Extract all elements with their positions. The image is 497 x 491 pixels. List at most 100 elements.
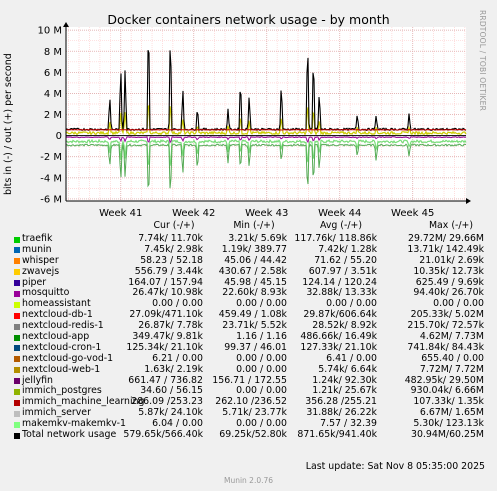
legend-max-value: 6.67M/ 1.65M [419, 407, 484, 419]
legend-min-value: 0.00 / 0.00 [236, 385, 287, 397]
legend-row: mosquitto 26.47k/ 10.98k 22.60k/ 8.93k 32.8… [14, 288, 490, 299]
legend-series-name: immich_server [22, 407, 91, 419]
legend-header-avg: Avg (-/+) [319, 220, 363, 231]
legend-row: nextcloud-db-1 27.09k/471.10k 459.49 / 1.0… [14, 309, 490, 321]
legend-min-value: 5.71k/ 23.77k [222, 407, 287, 419]
legend-min-value: 69.25k/52.80k [219, 429, 287, 441]
x-axis-arrow [466, 198, 471, 204]
legend-swatch [14, 247, 20, 254]
legend-series-name: immich_machine_learning [22, 396, 145, 408]
legend-cur-value: 7.74k/ 11.70k [138, 233, 203, 244]
legend-series-name: nextcloud-db-1 [22, 309, 93, 321]
legend-avg-value: 71.62 / 55.20 [314, 254, 377, 266]
y-axis-arrow [63, 22, 69, 27]
chart-title: Docker containers network usage - by mon… [107, 12, 390, 27]
legend-swatch [14, 432, 20, 439]
legend-min-value: 262.10 /236.52 [215, 396, 287, 408]
legend-swatch [14, 280, 20, 287]
legend-min-value: 0.00 / 0.00 [236, 418, 287, 430]
legend-max-value: 4.62M/ 7.73M [419, 331, 484, 343]
legend-swatch [14, 345, 20, 352]
legend-swatch [14, 301, 20, 308]
legend-cur-value: 1.63k/ 2.19k [144, 363, 203, 375]
legend-row: nextcloud-app 349.47k/ 9.81k 1.16 / 1.16 48… [14, 331, 490, 343]
legend-row: traefik 7.74k/ 11.70k 3.21k/ 5.69k 117.76k/… [14, 233, 490, 245]
network-usage-chart: 10 M 8 M 6 M 4 M 2 M 0 -2 M -4 M -6 M Week 41 Week… [37, 22, 471, 219]
series-makemkv-in-line [65, 138, 467, 166]
legend-swatch [14, 421, 20, 428]
legend-swatch [14, 258, 20, 265]
legend-cur-value: 579.65k/566.40k [123, 429, 203, 441]
legend-avg-value: 6.41 / 0.00 [326, 352, 377, 364]
legend-min-value: 156.71 / 172.55 [212, 374, 287, 386]
y-tick-label: -2 M [40, 152, 62, 163]
legend-max-value: 10.35k/ 12.73k [413, 265, 484, 277]
legend-max-value: 655.40 / 0.00 [421, 352, 484, 364]
legend-series-name: piper [22, 276, 47, 288]
legend-max-value: 21.01k/ 2.69k [419, 254, 484, 266]
legend-row: nextcloud-redis-1 26.87k/ 7.78k 23.71k/ 5.… [14, 320, 490, 332]
legend-min-value: 0.00 / 0.00 [236, 363, 287, 375]
legend-min-value: 0.00 / 0.00 [236, 298, 287, 310]
legend-max-value: 930.04k/ 6.66M [410, 385, 484, 397]
legend-series-name: nextcloud-go-vod-1 [22, 352, 114, 364]
legend-cur-value: 349.47k/ 9.81k [132, 331, 203, 343]
legend-min-value: 1.16 / 1.16 [236, 331, 287, 343]
legend-row: munin 7.45k/ 2.98k 1.19k/ 389.77 7.42k/ 1.2… [14, 243, 490, 256]
legend-series-name: jellyfin [22, 374, 53, 386]
legend-cur-value: 125.34k/ 21.10k [126, 341, 203, 353]
legend-series-name: nextcloud-app [22, 331, 90, 343]
legend-cur-value: 58.23 / 52.18 [140, 254, 203, 266]
legend-max-value: 0.00 / 0.00 [433, 298, 484, 310]
legend-avg-value: 871.65k/941.40k [297, 429, 377, 441]
legend-cur-value: 26.47k/ 10.98k [132, 287, 203, 299]
y-tick-label: 8 M [44, 47, 62, 58]
legend-cur-value: 6.21 / 0.00 [152, 352, 203, 364]
legend-avg-value: 7.42k/ 1.28k [318, 243, 377, 255]
legend-max-value: 741.84k/ 84.43k [407, 341, 484, 353]
legend-swatch [14, 388, 20, 395]
legend-swatch [14, 378, 20, 385]
plot-area [66, 27, 466, 201]
legend-swatch [14, 312, 20, 319]
legend-avg-value: 5.74k/ 6.64k [318, 363, 377, 375]
legend-avg-value: 28.52k/ 8.92k [312, 320, 377, 332]
legend-row: jellyfin 661.47 / 736.82 156.71 / 172.55 1.… [14, 374, 490, 387]
legend-max-value: 7.72M/ 7.72M [419, 363, 484, 375]
y-tick-label: 10 M [37, 26, 62, 37]
legend-max-value: 29.72M/ 29.66M [408, 233, 484, 244]
legend-max-value: 482.95k/ 29.50M [404, 374, 484, 386]
legend-row: immich_server 5.87k/ 24.10k 5.71k/ 23.77k 3… [14, 407, 490, 419]
legend-max-value: 5.30k/ 123.13k [413, 418, 484, 430]
legend-cur-value: 5.87k/ 24.10k [138, 407, 203, 419]
legend-cur-value: 27.09k/471.10k [129, 309, 203, 321]
legend-row: nextcloud-web-1 1.63k/ 2.19k 0.00 / 0.00 5.… [14, 363, 490, 376]
legend-header-cur: Cur (-/+) [153, 220, 195, 231]
legend-min-value: 45.98 / 45.15 [224, 276, 287, 288]
legend-max-value: 107.33k/ 1.35k [413, 396, 484, 408]
legend-cur-value: 286.09 /253.23 [131, 396, 203, 408]
legend-avg-value: 1.21k/ 25.67k [312, 385, 377, 397]
legend-max-value: 625.49 / 9.69k [415, 276, 484, 288]
legend-series-name: mosquitto [22, 287, 70, 299]
legend-row: nextcloud-cron-1 125.34k/ 21.10k 99.37 / 4… [14, 341, 490, 354]
legend-cur-value: 0.00 / 0.00 [152, 298, 203, 310]
legend-avg-value: 32.88k/ 13.33k [306, 287, 377, 299]
legend-max-value: 94.40k/ 26.70k [413, 287, 484, 299]
legend-swatch [14, 236, 20, 243]
series-traefik-in-line [65, 143, 467, 189]
legend-swatch [14, 290, 20, 297]
legend-min-value: 0.00 / 0.00 [236, 352, 287, 364]
legend-avg-value: 7.57 / 32.39 [320, 418, 377, 430]
legend-cur-value: 556.79 / 3.44k [134, 265, 203, 277]
legend-series-name: nextcloud-web-1 [22, 363, 101, 375]
legend-avg-value: 29.87k/606.64k [303, 309, 377, 321]
legend-swatch [14, 323, 20, 330]
y-tick-label: 2 M [44, 110, 62, 121]
legend-row: immich_postgres 34.60 / 56.15 0.00 / 0.00 1… [14, 386, 490, 397]
legend-series-name: nextcloud-redis-1 [22, 320, 104, 332]
legend-max-value: 215.70k/ 72.57k [407, 320, 484, 332]
x-tick-label: Week 42 [172, 208, 215, 219]
legend-avg-value: 1.24k/ 92.30k [312, 374, 377, 386]
legend-series-name: whisper [22, 254, 59, 266]
